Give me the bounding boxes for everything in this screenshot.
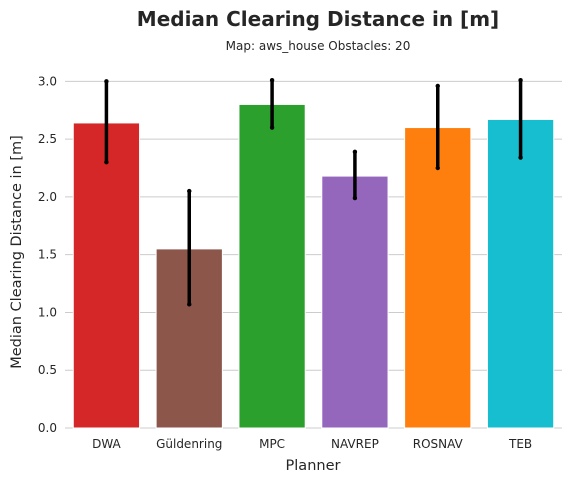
error-cap-high	[269, 77, 275, 83]
y-tick-label: 0.5	[38, 363, 57, 377]
bars-layer	[72, 103, 555, 429]
error-cap-low	[435, 165, 440, 171]
bar-mpc	[238, 103, 306, 429]
bar-navrep	[321, 175, 389, 429]
error-cap-high	[104, 79, 109, 84]
x-axis-label: Planner	[286, 458, 341, 474]
bar-rosnav	[404, 127, 472, 429]
error-cap-low	[518, 155, 523, 160]
y-tick-label: 2.0	[38, 190, 57, 204]
error-cap-low	[352, 195, 358, 201]
x-tick-label: DWA	[92, 437, 121, 451]
y-tick-label: 1.5	[38, 248, 57, 262]
chart-title: Median Clearing Distance in [m]	[137, 7, 499, 31]
ticks-layer: 0.0 0.5 1.0 1.5 2.0 2.5 3.0 DWA Güldenring MPC NAV…	[38, 74, 532, 451]
y-axis-label: Median Clearing Distance in [m]	[9, 135, 25, 369]
grid-layer	[65, 80, 562, 429]
error-cap-low	[187, 302, 192, 307]
x-tick-label: ROSNAV	[413, 437, 464, 451]
error-cap-low	[104, 160, 109, 165]
x-tick-label: MPC	[259, 437, 285, 451]
y-tick-label: 3.0	[38, 74, 57, 88]
x-tick-label: Güldenring	[156, 437, 222, 451]
bar-teb	[486, 118, 555, 429]
y-tick-label: 1.0	[38, 305, 57, 319]
error-bars-layer	[104, 77, 523, 307]
x-tick-label: NAVREP	[331, 437, 379, 451]
bar-dwa	[72, 122, 141, 429]
x-tick-label: TEB	[508, 437, 532, 451]
error-cap-high	[435, 83, 440, 89]
y-tick-label: 0.0	[38, 421, 57, 435]
chart-subtitle: Map: aws_house Obstacles: 20	[226, 39, 411, 53]
y-tick-label: 2.5	[38, 132, 57, 146]
error-cap-low	[269, 125, 275, 130]
error-cap-high	[352, 149, 358, 155]
error-cap-high	[187, 188, 192, 194]
error-cap-high	[518, 77, 523, 83]
